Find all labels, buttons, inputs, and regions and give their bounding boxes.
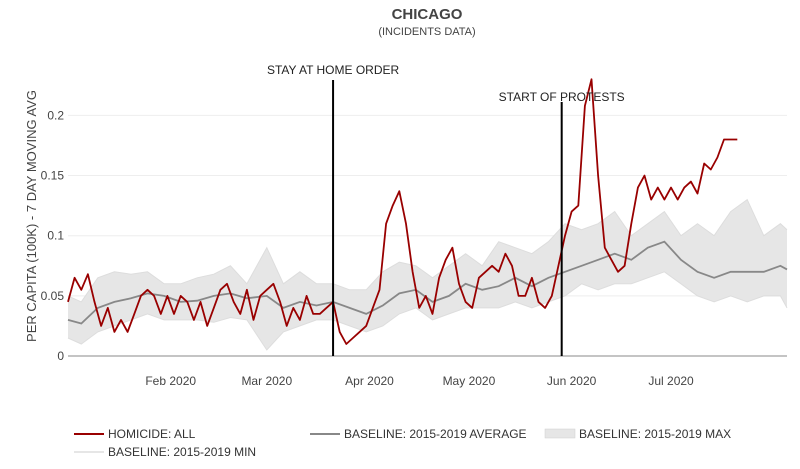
y-tick-label: 0.2 [47,108,64,122]
legend: HOMICIDE: ALL BASELINE: 2015-2019 AVERAGE… [74,427,731,459]
x-tick-label: May 2020 [443,374,496,388]
series-lines [67,78,788,351]
event-annotations: STAY AT HOME ORDER START OF PROTESTS [267,63,625,356]
chart-title: CHICAGO [392,6,463,23]
x-tick-label: Feb 2020 [145,374,196,388]
legend-label: BASELINE: 2015-2019 AVERAGE [344,427,527,441]
baseline-min-line [67,271,788,351]
x-tick-label: Apr 2020 [345,374,394,388]
legend-label: HOMICIDE: ALL [108,427,196,441]
y-tick-label: 0.05 [41,289,65,303]
annotation-label: STAY AT HOME ORDER [267,63,400,77]
legend-label: BASELINE: 2015-2019 MIN [108,445,256,459]
x-tick-label: Jun 2020 [547,374,597,388]
x-tick-label: Mar 2020 [241,374,292,388]
chart-subtitle: (INCIDENTS DATA) [378,26,475,38]
x-tick-label: Jul 2020 [648,374,694,388]
axes: 0 0.05 0.1 0.15 0.2 Feb 2020 Mar 2020 Apr 2020 M… [41,108,787,388]
homicide-line [67,78,738,345]
y-axis-label: PER CAPITA (100K) - 7 DAY MOVING AVG [24,90,39,342]
baseline-max-line [67,198,788,303]
y-tick-label: 0.15 [41,169,65,183]
legend-swatch [544,428,576,439]
annotation-label: START OF PROTESTS [499,90,625,104]
legend-label: BASELINE: 2015-2019 MAX [579,427,731,441]
y-tick-label: 0.1 [47,229,64,243]
y-tick-label: 0 [57,349,64,363]
